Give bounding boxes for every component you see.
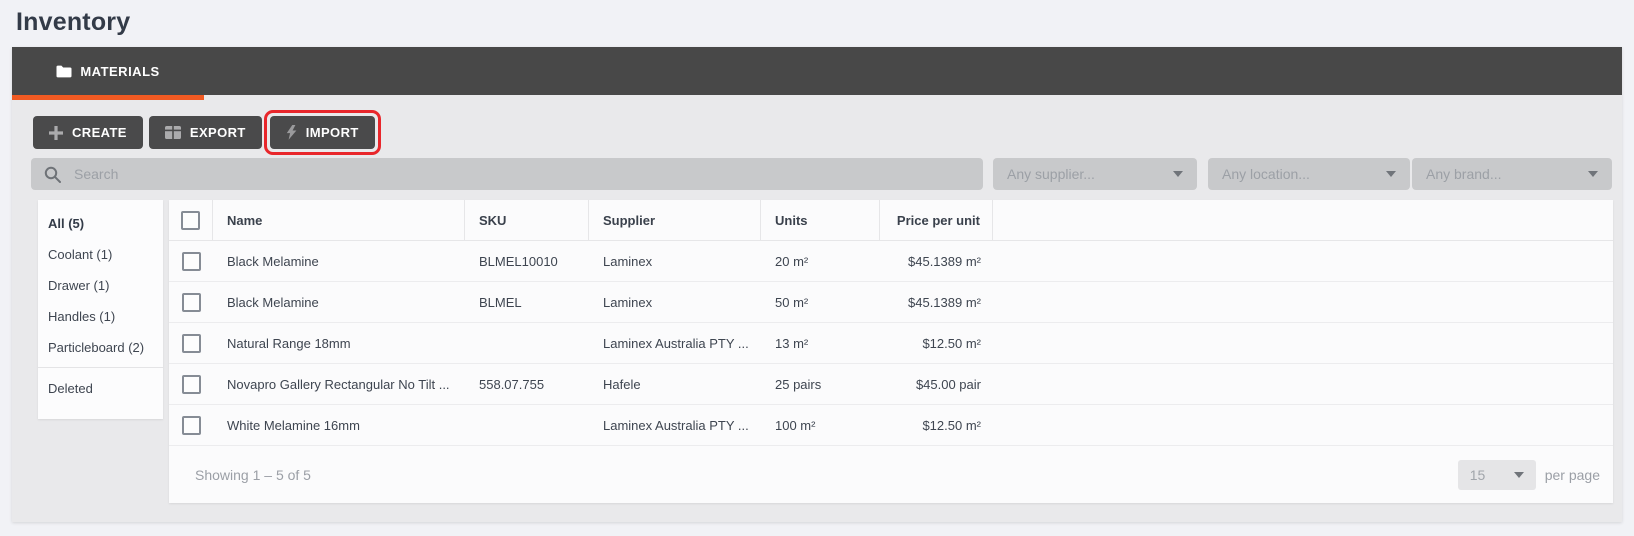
column-header-units[interactable]: Units (761, 200, 880, 240)
row-checkbox[interactable] (181, 292, 201, 312)
column-header-sku[interactable]: SKU (465, 200, 589, 240)
cell-price: $45.00 pair (915, 376, 981, 392)
create-button-label: CREATE (72, 125, 127, 140)
row-check-cell (169, 251, 213, 271)
tab-bar: MATERIALS (12, 47, 1622, 100)
chevron-down-icon (1173, 171, 1183, 177)
column-header-name-label: Name (227, 212, 263, 228)
create-button[interactable]: CREATE (33, 116, 143, 149)
active-tab-indicator (12, 95, 204, 100)
cell-sku: BLMEL10010 (479, 253, 558, 269)
column-header-price[interactable]: Price per unit (880, 200, 993, 240)
plus-icon (49, 125, 63, 140)
row-checkbox[interactable] (181, 374, 201, 394)
category-sidebar: All (5) Coolant (1) Drawer (1) Handles (… (38, 200, 163, 419)
sidebar-item-deleted[interactable]: Deleted (48, 381, 93, 396)
column-header-sku-label: SKU (479, 212, 507, 228)
toolbar: CREATE EXPORT IMPORT (33, 110, 381, 155)
chevron-down-icon (1588, 171, 1598, 177)
table-footer: Showing 1 – 5 of 5 15 per page (169, 446, 1613, 503)
supplier-filter-dropdown[interactable]: Any supplier... (993, 158, 1197, 190)
chevron-down-icon (1513, 471, 1524, 478)
import-button[interactable]: IMPORT (269, 116, 375, 149)
cell-supplier: Laminex Australia PTY ... (603, 417, 749, 433)
supplier-filter-placeholder: Any supplier... (1007, 166, 1095, 182)
table-row[interactable]: White Melamine 16mm Laminex Australia PT… (169, 405, 1613, 446)
sidebar-item-handles[interactable]: Handles (1) (48, 309, 116, 324)
tab-materials[interactable]: MATERIALS (12, 47, 204, 95)
column-header-units-label: Units (775, 212, 808, 228)
location-filter-dropdown[interactable]: Any location... (1208, 158, 1410, 190)
cell-supplier: Laminex (603, 253, 653, 269)
cell-price: $45.1389 m² (908, 294, 981, 310)
brand-filter-dropdown[interactable]: Any brand... (1412, 158, 1612, 190)
folder-icon (56, 65, 72, 78)
cell-units: 50 m² (775, 294, 809, 310)
select-all-checkbox[interactable] (181, 210, 200, 230)
column-header-supplier-label: Supplier (603, 212, 656, 228)
cell-price: $45.1389 m² (908, 253, 981, 269)
cell-name: Black Melamine (227, 253, 319, 269)
export-button[interactable]: EXPORT (148, 116, 262, 149)
materials-table: Name SKU Supplier Units Price per unit B… (169, 200, 1613, 503)
export-button-label: EXPORT (189, 125, 246, 140)
cell-supplier: Hafele (603, 376, 641, 392)
row-check-cell (169, 374, 213, 394)
table-row[interactable]: Novapro Gallery Rectangular No Tilt ... … (169, 364, 1613, 405)
per-page-label: per page (1544, 466, 1600, 483)
magnifier-icon (44, 166, 61, 183)
import-button-label: IMPORT (305, 125, 359, 140)
column-header-price-label: Price per unit (896, 212, 980, 228)
sidebar-item-particleboard[interactable]: Particleboard (2) (48, 340, 145, 355)
content-card: MATERIALS CREATE EXPORT IMPORT (12, 47, 1622, 522)
per-page-value: 15 (1469, 466, 1486, 483)
location-filter-placeholder: Any location... (1222, 166, 1310, 182)
sidebar-item-drawer[interactable]: Drawer (1) (48, 278, 110, 293)
cell-supplier: Laminex (603, 294, 653, 310)
row-checkbox[interactable] (181, 251, 201, 271)
column-header-filler (993, 200, 1613, 240)
table-row[interactable]: Black Melamine BLMEL Laminex 50 m² $45.1… (169, 282, 1613, 323)
search-box[interactable] (31, 158, 983, 190)
select-all-cell (169, 200, 213, 240)
row-checkbox[interactable] (181, 415, 201, 435)
cell-name: Natural Range 18mm (227, 335, 351, 351)
row-check-cell (169, 292, 213, 312)
cell-price: $12.50 m² (922, 335, 981, 351)
cell-units: 13 m² (775, 335, 809, 351)
cell-price: $12.50 m² (922, 417, 981, 433)
showing-count: Showing 1 – 5 of 5 (195, 466, 311, 483)
cell-sku: BLMEL (479, 294, 522, 310)
row-check-cell (169, 415, 213, 435)
per-page-select[interactable]: 15 (1457, 459, 1536, 490)
cell-name: Black Melamine (227, 294, 319, 310)
brand-filter-placeholder: Any brand... (1426, 166, 1502, 182)
row-check-cell (169, 333, 213, 353)
sidebar-item-coolant[interactable]: Coolant (1) (48, 247, 113, 262)
row-checkbox[interactable] (181, 333, 201, 353)
table-row[interactable]: Natural Range 18mm Laminex Australia PTY… (169, 323, 1613, 364)
table-icon (164, 126, 181, 139)
column-header-name[interactable]: Name (213, 200, 465, 240)
sidebar-divider (38, 367, 163, 368)
table-row[interactable]: Black Melamine BLMEL10010 Laminex 20 m² … (169, 241, 1613, 282)
column-header-supplier[interactable]: Supplier (589, 200, 761, 240)
cell-units: 100 m² (775, 417, 816, 433)
tab-materials-label: MATERIALS (80, 63, 160, 79)
sidebar-item-all[interactable]: All (5) (48, 216, 85, 231)
cell-sku: 558.07.755 (479, 376, 545, 392)
chevron-down-icon (1386, 171, 1396, 177)
annotation-import-highlight: IMPORT (263, 110, 381, 155)
page-title: Inventory (16, 8, 131, 36)
cell-name: White Melamine 16mm (227, 417, 360, 433)
search-input[interactable] (72, 165, 983, 183)
cell-supplier: Laminex Australia PTY ... (603, 335, 749, 351)
cell-units: 20 m² (775, 253, 809, 269)
bolt-icon (286, 125, 297, 140)
cell-name: Novapro Gallery Rectangular No Tilt ... (227, 376, 450, 392)
table-header-row: Name SKU Supplier Units Price per unit (169, 200, 1613, 241)
cell-units: 25 pairs (775, 376, 822, 392)
